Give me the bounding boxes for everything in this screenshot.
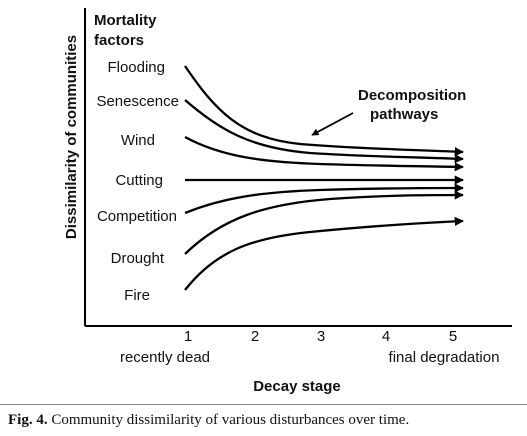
curve-fire — [184, 216, 464, 291]
factor-label-senescence: Senescence — [96, 93, 179, 110]
factor-label-drought: Drought — [111, 250, 165, 267]
x-tick-label-1: 1 — [184, 328, 192, 345]
factor-label-cutting: Cutting — [115, 172, 163, 189]
pathways-label-line1: Decomposition — [358, 87, 466, 104]
factors-heading-line2: factors — [94, 32, 144, 49]
curve-flooding — [184, 65, 464, 157]
factor-label-competition: Competition — [97, 208, 177, 225]
decomposition-diagram: Dissimilarity of communities Mortality f… — [63, 8, 512, 395]
x-end-label: final degradation — [389, 349, 500, 366]
caption-text: Community dissimilarity of various distu… — [51, 412, 410, 428]
x-start-label: recently dead — [120, 349, 210, 366]
curve-competition — [184, 183, 464, 215]
factor-label-fire: Fire — [124, 287, 150, 304]
x-tick-label-3: 3 — [317, 328, 325, 345]
x-tick-label-4: 4 — [382, 328, 390, 345]
curve-senescence — [184, 99, 464, 164]
x-tick-label-2: 2 — [251, 328, 259, 345]
figure-caption: Fig. 4. Community dissimilarity of vario… — [8, 412, 523, 429]
caption-divider — [0, 404, 527, 405]
curve-wind — [184, 135, 464, 172]
decomposition-curves — [184, 65, 464, 291]
y-axis-label: Dissimilarity of communities — [63, 35, 80, 239]
caption-label: Fig. 4. — [8, 412, 48, 428]
factors-heading-line1: Mortality — [94, 12, 157, 29]
x-axis-label: Decay stage — [253, 378, 341, 395]
pathways-pointer-arrow — [311, 112, 354, 136]
factor-label-flooding: Flooding — [107, 59, 165, 76]
curve-drought — [184, 190, 464, 255]
x-tick-label-5: 5 — [449, 328, 457, 345]
pathways-label-line2: pathways — [370, 106, 438, 123]
factor-label-wind: Wind — [121, 132, 155, 149]
